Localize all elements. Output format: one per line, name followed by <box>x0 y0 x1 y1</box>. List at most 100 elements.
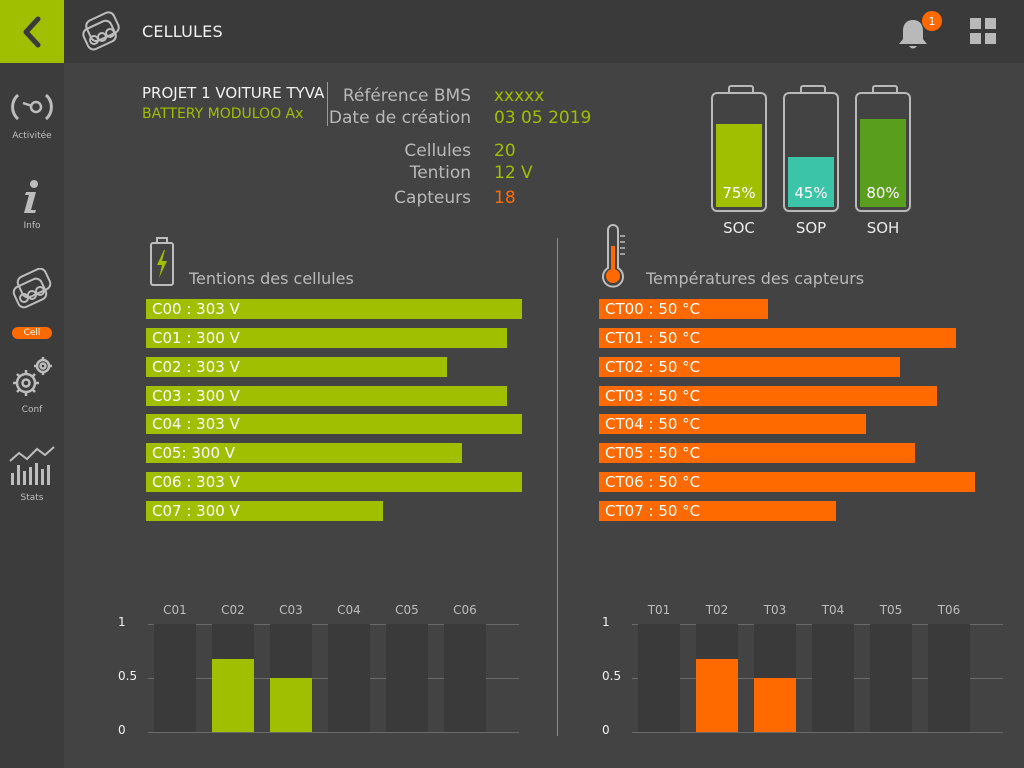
battery-label: SOP <box>795 219 827 237</box>
sidebar-item-label: Stats <box>20 493 44 503</box>
sensor-category-label: T05 <box>879 603 903 617</box>
battery-percent: 75% <box>722 184 756 202</box>
sidebar-item-label: Info <box>23 221 41 231</box>
battery-soh: 80% <box>855 85 911 212</box>
thermometer-icon <box>602 224 625 288</box>
voltage-bar: C05: 300 V <box>146 443 462 463</box>
divider <box>327 82 328 126</box>
tension-value: 12 V <box>494 163 533 183</box>
project-subtitle: BATTERY MODULOO Ax <box>142 106 304 122</box>
cell-category-label: C03 <box>279 603 303 617</box>
top-bar: CELLULES 1 <box>0 0 1024 63</box>
chevron-left-icon <box>23 16 41 47</box>
grid-line <box>632 732 1003 733</box>
sensors-value: 18 <box>494 188 516 208</box>
battery-fill <box>788 157 834 207</box>
battery-sop: 45% <box>783 85 839 212</box>
date-value: 03 05 2019 <box>494 108 592 128</box>
notification-badge: 1 <box>922 11 942 31</box>
cells-value: 20 <box>494 141 516 161</box>
y-tick-label: 0 <box>118 723 126 737</box>
cell-category-label: C06 <box>453 603 477 617</box>
cell-category-label: C01 <box>163 603 187 617</box>
sidebar-item-label: Activitée <box>12 131 52 141</box>
battery-label: SOH <box>866 219 900 237</box>
page-title: CELLULES <box>142 22 223 41</box>
ref-value: xxxxx <box>494 86 545 106</box>
voltage-bar: C03 : 300 V <box>146 386 507 406</box>
temperature-bar: CT06 : 50 °C <box>599 472 975 492</box>
temperature-bar: CT01 : 50 °C <box>599 328 956 348</box>
voltage-bar: C01 : 300 V <box>146 328 507 348</box>
temperature-bar: CT05 : 50 °C <box>599 443 915 463</box>
cell-column-bg <box>444 624 486 732</box>
cells-icon <box>82 11 120 51</box>
battery-cap <box>800 85 826 93</box>
cell-column-bg <box>386 624 428 732</box>
divider <box>557 238 558 736</box>
sensor-column-bg <box>870 624 912 732</box>
project-info: PROJET 1 VOITURE TYVA BATTERY MODULOO Ax <box>142 84 324 122</box>
sensor-category-label: T01 <box>647 603 671 617</box>
y-tick-label: 1 <box>118 615 126 629</box>
temperature-bar: CT04 : 50 °C <box>599 414 866 434</box>
temperatures-title: Températures des capteurs <box>646 269 865 288</box>
battery-charge-icon <box>150 237 174 286</box>
battery-soc: 75% <box>711 85 767 212</box>
cell-category-label: C04 <box>337 603 361 617</box>
info-icon <box>24 180 38 213</box>
sensor-column-bg <box>928 624 970 732</box>
stats-icon <box>9 446 55 485</box>
battery-cap <box>872 85 898 93</box>
bell-icon[interactable] <box>893 14 933 54</box>
y-tick-label: 1 <box>602 615 610 629</box>
cell-category-label: C05 <box>395 603 419 617</box>
cell-column-bg <box>154 624 196 732</box>
gears-icon <box>13 357 52 396</box>
grid-line <box>148 732 519 733</box>
sensor-category-label: T04 <box>821 603 845 617</box>
sidebar-item-cell[interactable]: Cell <box>0 267 64 339</box>
temperature-bar: CT02 : 50 °C <box>599 357 900 377</box>
sidebar-item-activity[interactable]: Activitée <box>0 87 64 141</box>
sensor-column-bar <box>754 678 796 732</box>
sidebar-item-stats[interactable]: Stats <box>0 443 64 503</box>
voltage-bar: C00 : 303 V <box>146 299 522 319</box>
project-name: PROJET 1 VOITURE TYVA <box>142 84 325 102</box>
cell-column-bar <box>212 659 254 732</box>
sensor-category-label: T02 <box>705 603 729 617</box>
sensors-label: Capteurs <box>394 188 471 208</box>
back-button[interactable] <box>0 0 64 63</box>
voltage-bar: C07 : 300 V <box>146 501 383 521</box>
y-tick-label: 0.5 <box>118 669 138 683</box>
sidebar-item-info[interactable]: Info <box>0 177 64 231</box>
temperature-bar: CT07 : 50 °C <box>599 501 836 521</box>
sidebar: Activitée Info Cell Conf <box>0 63 64 768</box>
cells-label: Cellules <box>404 141 471 161</box>
y-tick-label: 0.5 <box>602 669 622 683</box>
cell-category-label: C02 <box>221 603 245 617</box>
voltage-bar: C06 : 303 V <box>146 472 522 492</box>
sensor-category-label: T03 <box>763 603 787 617</box>
sidebar-item-label: Conf <box>21 405 43 415</box>
tension-label: Tention <box>409 163 471 183</box>
battery-cap <box>728 85 754 93</box>
battery-label: SOC <box>723 219 755 237</box>
activity-icon <box>11 93 53 121</box>
ref-label: Référence BMS <box>342 86 471 106</box>
battery-percent: 80% <box>866 184 900 202</box>
grid-menu-button[interactable] <box>968 16 998 46</box>
temperature-bar: CT03 : 50 °C <box>599 386 937 406</box>
sidebar-item-conf[interactable]: Conf <box>0 353 64 415</box>
cell-column-bar <box>270 678 312 732</box>
sensor-category-label: T06 <box>937 603 961 617</box>
date-label: Date de création <box>328 108 471 128</box>
voltage-bar: C04 : 303 V <box>146 414 522 434</box>
sensor-column-bg <box>638 624 680 732</box>
sensor-column-bg <box>812 624 854 732</box>
cells-icon <box>12 267 52 309</box>
sensor-column-bar <box>696 659 738 732</box>
battery-fill <box>716 124 762 207</box>
y-tick-label: 0 <box>602 723 610 737</box>
sidebar-item-label: Cell <box>11 327 53 339</box>
